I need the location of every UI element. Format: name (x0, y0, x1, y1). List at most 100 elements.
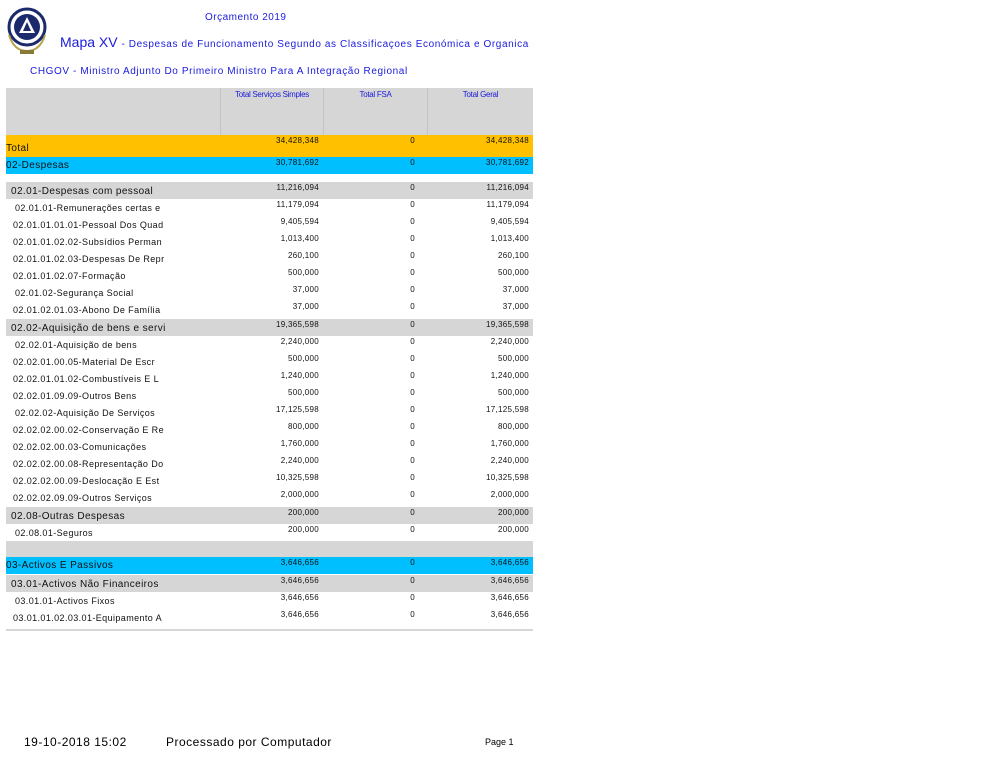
cell-fsa: 0 (410, 405, 415, 414)
cell-geral: 500,000 (497, 388, 529, 397)
table-row: 02.01.01.02.03-Despesas De Repr 260,100 0 2… (6, 250, 533, 267)
table-row: 02.02.02.00.08-Representação Do 2,240,000… (6, 455, 533, 472)
row-label: 02.02.01.01.02-Combustíveis E L (13, 374, 159, 384)
coat-of-arms-logo (4, 5, 50, 57)
cell-simples: 3,646,656 (280, 576, 319, 585)
page-number: Page 1 (485, 737, 514, 747)
cell-geral: 30,781,692 (485, 158, 529, 167)
table-row: 02.02-Aquisição de bens e servi 19,365,59… (6, 318, 533, 336)
organization: CHGOV - Ministro Adjunto Do Primeiro Min… (30, 66, 408, 77)
row-label: 02.02.02.00.02-Conservação E Re (13, 425, 164, 435)
cell-fsa: 0 (410, 525, 415, 534)
table-row: 03-Activos E Passivos 3,646,656 0 3,646,656 (6, 557, 533, 574)
cell-simples: 1,760,000 (280, 439, 319, 448)
cell-simples: 30,781,692 (275, 158, 319, 167)
cell-fsa: 0 (410, 576, 415, 585)
report-title: Mapa XV - Despesas de Funcionamento Segu… (60, 34, 529, 50)
table-body: Total 34,428,348 0 34,428,348 02-Despesas 30,… (6, 135, 533, 626)
table-row: 03.01-Activos Não Financeiros 3,646,656 0 3… (6, 574, 533, 592)
cell-geral: 10,325,598 (485, 473, 529, 482)
row-label: 02.02.02.09.09-Outros Serviços (13, 493, 153, 503)
table-row: 02.02.02.00.03-Comunicações 1,760,000 0 1,7… (6, 438, 533, 455)
table-row: 02.02.02.00.02-Conservação E Re 800,000 0 8… (6, 421, 533, 438)
cell-fsa: 0 (410, 558, 415, 567)
cell-fsa: 0 (410, 490, 415, 499)
cell-geral: 9,405,594 (490, 217, 529, 226)
cell-fsa: 0 (410, 354, 415, 363)
expense-table: Total Serviços Simples Total FSA Total G… (6, 88, 533, 631)
cell-fsa: 0 (410, 251, 415, 260)
cell-fsa: 0 (410, 388, 415, 397)
cell-geral: 3,646,656 (490, 558, 529, 567)
column-header-fsa: Total FSA (323, 88, 427, 135)
row-label: 02.02.01-Aquisição de bens (15, 340, 137, 350)
cell-geral: 2,240,000 (490, 337, 529, 346)
cell-geral: 2,000,000 (490, 490, 529, 499)
blank-row (6, 174, 533, 181)
cell-simples: 3,646,656 (280, 558, 319, 567)
table-row: 02.02.02.00.09-Deslocação E Est 10,325,59… (6, 472, 533, 489)
map-subtitle: - Despesas de Funcionamento Segundo as C… (121, 39, 529, 50)
cell-fsa: 0 (410, 320, 415, 329)
cell-simples: 500,000 (287, 268, 319, 277)
cell-geral: 2,240,000 (490, 456, 529, 465)
cell-fsa: 0 (410, 268, 415, 277)
row-label: 02.01-Despesas com pessoal (11, 186, 154, 197)
row-label: 03.01.01.02.03.01-Equipamento A (13, 613, 163, 623)
row-label: 02.01.01.02.07-Formação (13, 271, 126, 281)
cell-fsa: 0 (410, 234, 415, 243)
cell-simples: 11,216,094 (276, 183, 319, 192)
cell-simples: 500,000 (287, 354, 319, 363)
cell-fsa: 0 (410, 439, 415, 448)
cell-geral: 11,216,094 (486, 183, 529, 192)
cell-geral: 500,000 (497, 354, 529, 363)
row-label: 02.01.02.01.03-Abono De Família (13, 305, 161, 315)
cell-simples: 9,405,594 (280, 217, 319, 226)
row-label: 03.01-Activos Não Financeiros (11, 579, 159, 590)
cell-fsa: 0 (410, 136, 415, 145)
row-label: 02.02.02.00.03-Comunicações (13, 442, 147, 452)
cell-simples: 1,240,000 (280, 371, 319, 380)
cell-geral: 1,013,400 (490, 234, 529, 243)
row-label: 02.01.02-Segurança Social (15, 288, 134, 298)
table-row: 02.01.02.01.03-Abono De Família 37,000 0 37… (6, 301, 533, 318)
row-label: 02.02.01.09.09-Outros Bens (13, 391, 137, 401)
table-row: 02.02.01.01.02-Combustíveis E L 1,240,000… (6, 370, 533, 387)
cell-simples: 3,646,656 (280, 610, 319, 619)
row-label: 03.01.01-Activos Fixos (15, 596, 115, 606)
cell-fsa: 0 (410, 508, 415, 517)
table-row: 02.02.01.00.05-Material De Escr 500,000 0 5… (6, 353, 533, 370)
row-label: 02.01.01.02.03-Despesas De Repr (13, 254, 165, 264)
row-label: 02.08.01-Seguros (15, 528, 93, 538)
cell-fsa: 0 (410, 302, 415, 311)
cell-geral: 3,646,656 (490, 593, 529, 602)
table-row: 02.08.01-Seguros 200,000 0 200,000 (6, 524, 533, 541)
cell-geral: 17,125,598 (485, 405, 529, 414)
cell-geral: 1,760,000 (490, 439, 529, 448)
column-header-label (6, 88, 220, 135)
cell-geral: 200,000 (497, 525, 529, 534)
cell-geral: 260,100 (497, 251, 529, 260)
cell-fsa: 0 (410, 593, 415, 602)
cell-fsa: 0 (410, 473, 415, 482)
cell-simples: 11,179,094 (276, 200, 319, 209)
row-label: 02.02.02.00.09-Deslocação E Est (13, 476, 160, 486)
column-header-simples: Total Serviços Simples (220, 88, 323, 135)
cell-fsa: 0 (410, 337, 415, 346)
cell-geral: 11,179,094 (486, 200, 529, 209)
table-row: 02.01.01.01.01-Pessoal Dos Quad 9,405,594… (6, 216, 533, 233)
map-title: Mapa XV (60, 34, 118, 50)
cell-geral: 37,000 (502, 302, 529, 311)
cell-fsa: 0 (410, 371, 415, 380)
table-row: 02.01.01.02.02-Subsídios Perman 1,013,400… (6, 233, 533, 250)
cell-simples: 10,325,598 (275, 473, 319, 482)
cell-fsa: 0 (410, 183, 415, 192)
cell-fsa: 0 (410, 217, 415, 226)
cell-fsa: 0 (410, 422, 415, 431)
cell-simples: 19,365,598 (275, 320, 319, 329)
row-label: 02.01.01-Remunerações certas e (15, 203, 161, 213)
table-header: Total Serviços Simples Total FSA Total G… (6, 88, 533, 135)
table-row: 03.01.01.02.03.01-Equipamento A 3,646,656… (6, 609, 533, 626)
table-row: 02-Despesas 30,781,692 0 30,781,692 (6, 157, 533, 174)
cell-geral: 37,000 (502, 285, 529, 294)
